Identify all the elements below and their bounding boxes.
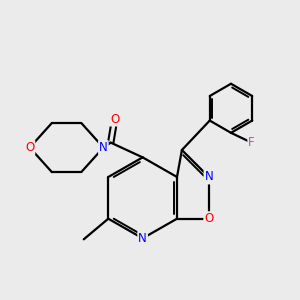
- Text: F: F: [248, 136, 255, 149]
- Text: O: O: [110, 112, 119, 126]
- Text: N: N: [205, 170, 213, 184]
- Text: O: O: [25, 141, 34, 154]
- Text: O: O: [204, 212, 214, 225]
- Text: N: N: [138, 232, 147, 245]
- Text: N: N: [99, 141, 108, 154]
